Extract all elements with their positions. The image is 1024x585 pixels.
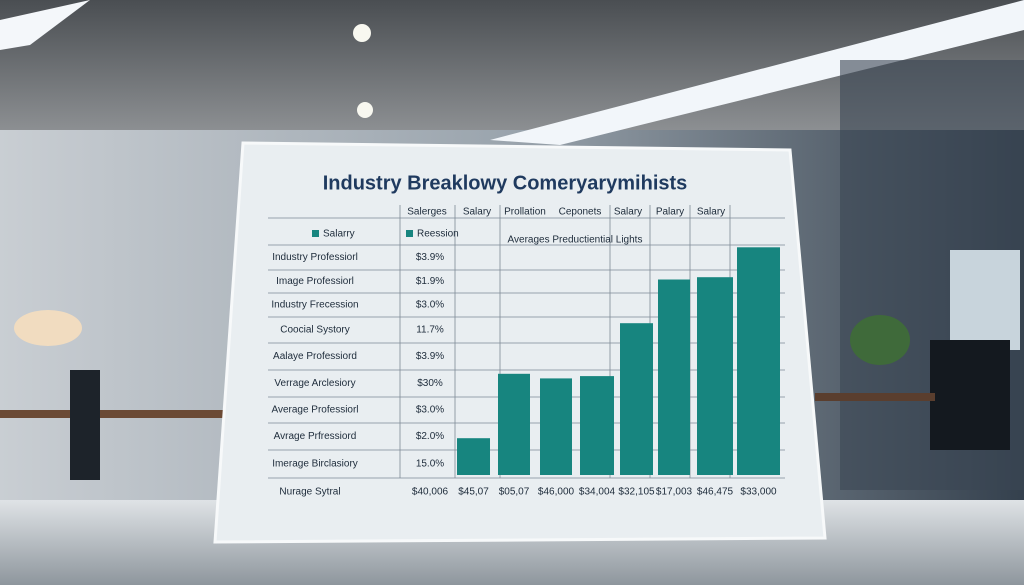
row-label: Industry Professiorl — [272, 252, 358, 263]
chart-title: Averages Preductiential Lights — [508, 235, 643, 246]
bar — [457, 438, 490, 475]
legend-swatch — [406, 230, 413, 237]
row-label: Image Professiorl — [276, 276, 354, 287]
row-label: Aalaye Professiord — [273, 351, 357, 362]
footer-value: $34,004 — [579, 487, 616, 498]
column-header: Salerges — [407, 207, 446, 218]
row-label: Avrage Prfressiord — [274, 431, 357, 442]
row-value: $1.9% — [416, 276, 444, 287]
legend-swatch — [312, 230, 319, 237]
table — [815, 393, 935, 401]
row-value: 15.0% — [416, 459, 444, 470]
footer-value: $46,475 — [697, 487, 734, 498]
lamp — [14, 310, 82, 346]
table — [0, 410, 230, 418]
column-header: Prollation — [504, 207, 546, 218]
row-label: Average Professiorl — [271, 405, 358, 416]
row-value: $30% — [417, 378, 443, 389]
footer-value: $45,07 — [458, 487, 489, 498]
row-value: $3.9% — [416, 351, 444, 362]
row-label: Coocial Systory — [280, 325, 349, 336]
table-chart: Salerges Salary Prollation Ceponets Salary Pa… — [268, 205, 785, 498]
window-pane — [950, 250, 1020, 350]
ceiling-light — [490, 0, 1024, 145]
row-value: 11.7% — [416, 325, 444, 336]
row-label: Imerage Birclasiory — [272, 459, 358, 470]
spot-light — [357, 102, 373, 118]
column-header: Salary — [463, 207, 491, 218]
legend-label: Salarry — [323, 229, 355, 240]
plant — [850, 315, 910, 365]
bar — [540, 378, 572, 475]
bar — [658, 279, 690, 475]
chair — [70, 370, 100, 480]
bar — [498, 373, 530, 475]
ceiling-light — [0, 0, 90, 50]
column-header: Salary — [614, 207, 642, 218]
footer-label: Nurage Sytral — [279, 487, 340, 498]
footer-value: $33,000 — [740, 487, 777, 498]
legend-label: Reession — [417, 229, 459, 240]
bar — [620, 323, 653, 475]
footer-value: $05,07 — [499, 487, 530, 498]
bar — [580, 376, 614, 475]
chair — [930, 340, 1010, 450]
footer-value: $46,000 — [538, 487, 575, 498]
sign-panel — [213, 141, 827, 544]
footer-value: $17,003 — [656, 487, 693, 498]
row-value: $3.9% — [416, 252, 444, 263]
row-label: Industry Frecession — [271, 300, 358, 311]
spot-light — [353, 24, 371, 42]
column-header: Ceponets — [559, 207, 602, 218]
row-label: Verrage Arclesiory — [274, 378, 355, 389]
footer-value: $40,006 — [412, 487, 449, 498]
column-header: Salary — [697, 207, 725, 218]
bar — [737, 247, 780, 475]
title: Industry Breaklowy Comeryarymihists — [323, 172, 688, 194]
bar — [697, 277, 733, 475]
row-value: $2.0% — [416, 431, 444, 442]
row-value: $3.0% — [416, 300, 444, 311]
footer-value: $32,105 — [618, 487, 655, 498]
column-header: Palary — [656, 207, 684, 218]
row-value: $3.0% — [416, 405, 444, 416]
